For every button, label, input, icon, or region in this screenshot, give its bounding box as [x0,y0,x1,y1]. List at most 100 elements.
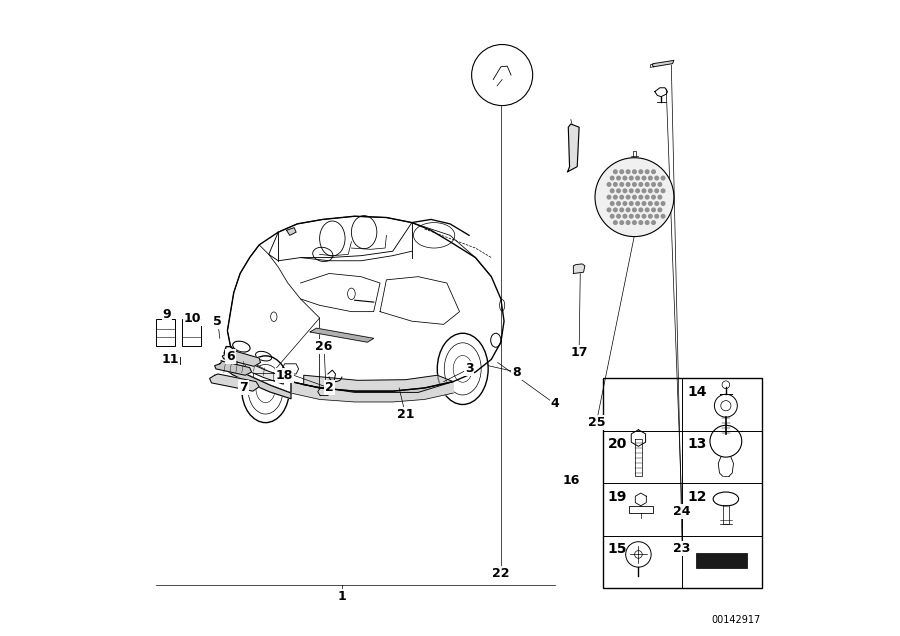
Text: 5: 5 [213,315,222,328]
Circle shape [655,176,659,180]
Circle shape [620,195,624,199]
Circle shape [649,176,652,180]
Text: 3: 3 [464,363,473,375]
Text: 23: 23 [673,542,691,555]
Circle shape [645,183,649,186]
Circle shape [635,214,639,218]
Polygon shape [291,382,454,402]
Text: 8: 8 [512,366,521,378]
Polygon shape [221,361,291,399]
Circle shape [635,202,639,205]
Circle shape [645,170,649,174]
Text: 13: 13 [688,438,706,452]
Circle shape [652,195,655,199]
Circle shape [635,176,639,180]
Circle shape [662,176,665,180]
Polygon shape [303,375,454,392]
Circle shape [626,170,630,174]
Text: 4: 4 [551,398,559,410]
Circle shape [649,189,652,193]
Circle shape [649,214,652,218]
Circle shape [623,176,626,180]
Bar [182,319,201,346]
Circle shape [645,195,649,199]
Text: 12: 12 [688,490,706,504]
Circle shape [652,208,655,212]
Circle shape [626,221,630,225]
Circle shape [639,195,643,199]
Circle shape [652,170,655,174]
Circle shape [614,183,617,186]
Circle shape [629,189,633,193]
Circle shape [616,214,620,218]
Text: 25: 25 [588,417,605,429]
Bar [629,506,652,513]
Circle shape [639,183,643,186]
Circle shape [643,176,646,180]
Bar [697,553,747,569]
Circle shape [633,183,636,186]
Circle shape [626,208,630,212]
Bar [253,373,278,380]
Circle shape [652,183,655,186]
Circle shape [639,208,643,212]
Circle shape [623,189,626,193]
Text: 26: 26 [315,340,333,353]
Circle shape [614,208,617,212]
Circle shape [610,202,614,205]
Circle shape [633,221,636,225]
Polygon shape [286,228,296,235]
Text: 11: 11 [161,353,179,366]
Polygon shape [310,328,374,342]
Circle shape [643,202,646,205]
Text: 16: 16 [562,474,580,487]
Text: 24: 24 [673,506,691,518]
Circle shape [610,176,614,180]
Circle shape [629,202,633,205]
Circle shape [655,189,659,193]
Circle shape [614,170,617,174]
Bar [157,319,176,346]
Circle shape [658,195,662,199]
Text: 9: 9 [163,308,171,321]
Circle shape [626,195,630,199]
Polygon shape [224,347,291,393]
Circle shape [608,183,611,186]
Polygon shape [573,264,585,273]
Circle shape [623,202,626,205]
Circle shape [608,208,611,212]
Text: 19: 19 [608,490,627,504]
Text: 17: 17 [571,347,588,359]
Circle shape [595,158,674,237]
Circle shape [614,221,617,225]
Circle shape [610,214,614,218]
Circle shape [655,202,659,205]
Circle shape [639,221,643,225]
Circle shape [662,202,665,205]
Text: 15: 15 [608,542,627,556]
Circle shape [655,214,659,218]
Circle shape [643,214,646,218]
Text: 22: 22 [492,567,509,580]
Circle shape [608,195,611,199]
Text: 1: 1 [338,590,346,603]
Circle shape [616,189,620,193]
Polygon shape [234,355,284,384]
Circle shape [620,208,624,212]
Circle shape [658,208,662,212]
Text: 21: 21 [397,408,414,421]
Text: 7: 7 [238,382,248,394]
Circle shape [643,189,646,193]
Circle shape [610,189,614,193]
Circle shape [614,195,617,199]
Circle shape [623,214,626,218]
Circle shape [633,195,636,199]
Polygon shape [652,60,674,67]
Circle shape [649,202,652,205]
Circle shape [662,189,665,193]
Polygon shape [215,361,252,375]
Circle shape [633,208,636,212]
Bar [603,378,761,588]
Circle shape [629,214,633,218]
Circle shape [652,221,655,225]
